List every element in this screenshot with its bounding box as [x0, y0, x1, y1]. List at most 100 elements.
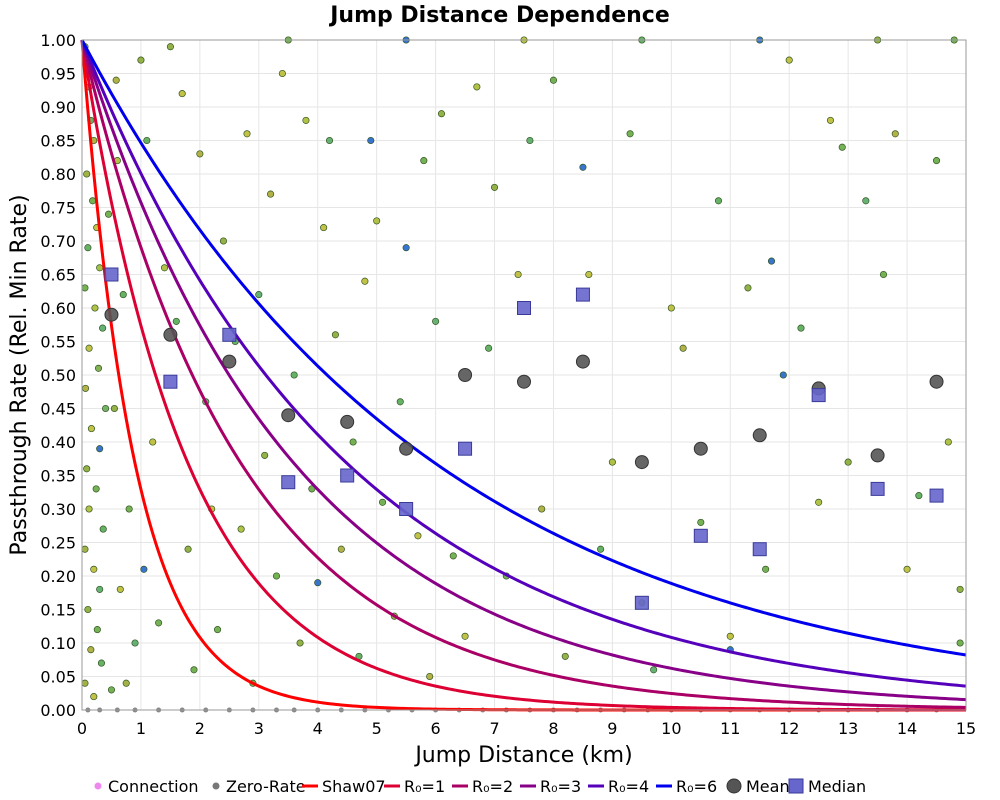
connection-point	[308, 485, 316, 493]
connection-point	[83, 465, 91, 473]
connection-point	[143, 136, 151, 145]
connection-point	[302, 116, 310, 124]
connection-point	[714, 197, 723, 205]
median-marker	[399, 502, 414, 516]
legend-item: R₀=1	[384, 777, 445, 796]
y-axis-label: Passthrough Rate (Rel. Min Rate)	[7, 194, 32, 555]
connection-point	[697, 518, 705, 526]
connection-point	[96, 445, 104, 453]
connection-point	[196, 150, 204, 158]
median-marker	[575, 287, 590, 302]
x-tick-label: 8	[548, 719, 558, 738]
mean-marker	[104, 307, 119, 322]
y-tick-label: 0.25	[40, 534, 76, 553]
legend-item: R₀=6	[656, 777, 717, 796]
connection-point	[90, 693, 98, 701]
mean-marker	[340, 414, 355, 429]
x-tick-label: 15	[956, 719, 976, 738]
median-marker	[517, 301, 531, 315]
legend: Connection Zero-Rate Shaw07 R₀=1 R₀=2 R₀=3 R₀=…	[94, 777, 866, 796]
connection-point	[526, 136, 534, 145]
x-tick-label: 5	[372, 719, 382, 738]
connection-point	[166, 43, 174, 51]
connection-point	[915, 492, 923, 500]
connection-point	[331, 331, 339, 339]
connection-point	[626, 130, 634, 138]
curve-line	[80, 39, 967, 702]
connection-point	[112, 76, 120, 84]
y-tick-label: 0.00	[40, 701, 76, 720]
connection-point	[272, 572, 281, 580]
connection-point	[426, 672, 434, 681]
x-axis-label: Jump Distance (km)	[413, 743, 632, 768]
legend-item: Median	[788, 777, 866, 796]
connection-point	[956, 639, 964, 647]
connection-point	[110, 404, 118, 413]
connection-point	[815, 498, 823, 506]
curve-line	[80, 39, 967, 657]
legend-item: Connection	[94, 777, 199, 796]
connection-point	[490, 183, 499, 191]
connection-point	[83, 170, 91, 178]
connection-point	[184, 545, 192, 553]
connection-point	[122, 679, 130, 687]
connection-point	[373, 217, 381, 225]
connection-point	[862, 197, 870, 205]
y-tick-label: 0.40	[40, 433, 76, 452]
x-tick-label: 2	[195, 719, 205, 738]
legend-label: R₀=2	[472, 777, 513, 796]
connection-point	[314, 579, 322, 587]
connection-point	[838, 143, 846, 151]
connection-point	[514, 270, 522, 279]
x-tick-label: 7	[489, 719, 499, 738]
connection-point	[140, 565, 148, 573]
median-marker	[163, 374, 178, 389]
connection-point	[155, 619, 163, 627]
connection-point	[278, 69, 286, 78]
y-ticks: 0.00 0.05 0.10 0.15 0.20 0.25 0.30 0.35 0.40 0.45…	[40, 31, 76, 720]
y-tick-label: 0.50	[40, 366, 76, 385]
connection-point	[87, 646, 95, 654]
legend-item: R₀=3	[520, 777, 581, 796]
y-tick-label: 0.45	[40, 400, 76, 419]
connection-point	[744, 284, 752, 292]
y-tick-label: 0.10	[40, 634, 76, 653]
connection-point	[473, 83, 481, 91]
mean-marker	[399, 441, 414, 456]
median-marker	[929, 488, 944, 503]
legend-item: Shaw07	[302, 777, 386, 796]
mean-marker	[693, 441, 708, 456]
legend-label: Median	[808, 777, 866, 796]
connection-point	[944, 438, 952, 446]
connection-point	[99, 525, 107, 533]
connection-point	[131, 639, 139, 647]
connection-point	[104, 210, 113, 218]
connection-point	[650, 666, 658, 674]
x-tick-label: 0	[77, 719, 87, 738]
connection-point	[160, 264, 169, 272]
y-tick-label: 0.30	[40, 500, 76, 519]
mean-marker	[634, 455, 649, 470]
curve-line	[80, 39, 967, 712]
legend-label: Mean	[746, 777, 790, 796]
connection-point	[267, 190, 275, 198]
median-marker	[634, 595, 649, 610]
y-tick-label: 0.90	[40, 98, 76, 117]
mean-marker	[870, 448, 885, 463]
y-tick-label: 0.85	[40, 132, 76, 151]
y-tick-label: 0.05	[40, 668, 76, 687]
connection-point	[485, 344, 493, 352]
legend-item: Mean	[726, 777, 790, 796]
legend-swatch-circle	[726, 778, 742, 794]
connection-point	[932, 157, 941, 165]
mean-marker	[222, 354, 237, 369]
connection-point	[255, 291, 263, 299]
y-tick-label: 0.35	[40, 467, 76, 486]
connection-point	[879, 270, 888, 279]
legend-swatch-dot	[94, 782, 102, 790]
connection-point	[667, 304, 675, 312]
legend-label: R₀=1	[404, 777, 445, 796]
connection-point	[84, 244, 92, 252]
connection-point	[219, 237, 227, 245]
